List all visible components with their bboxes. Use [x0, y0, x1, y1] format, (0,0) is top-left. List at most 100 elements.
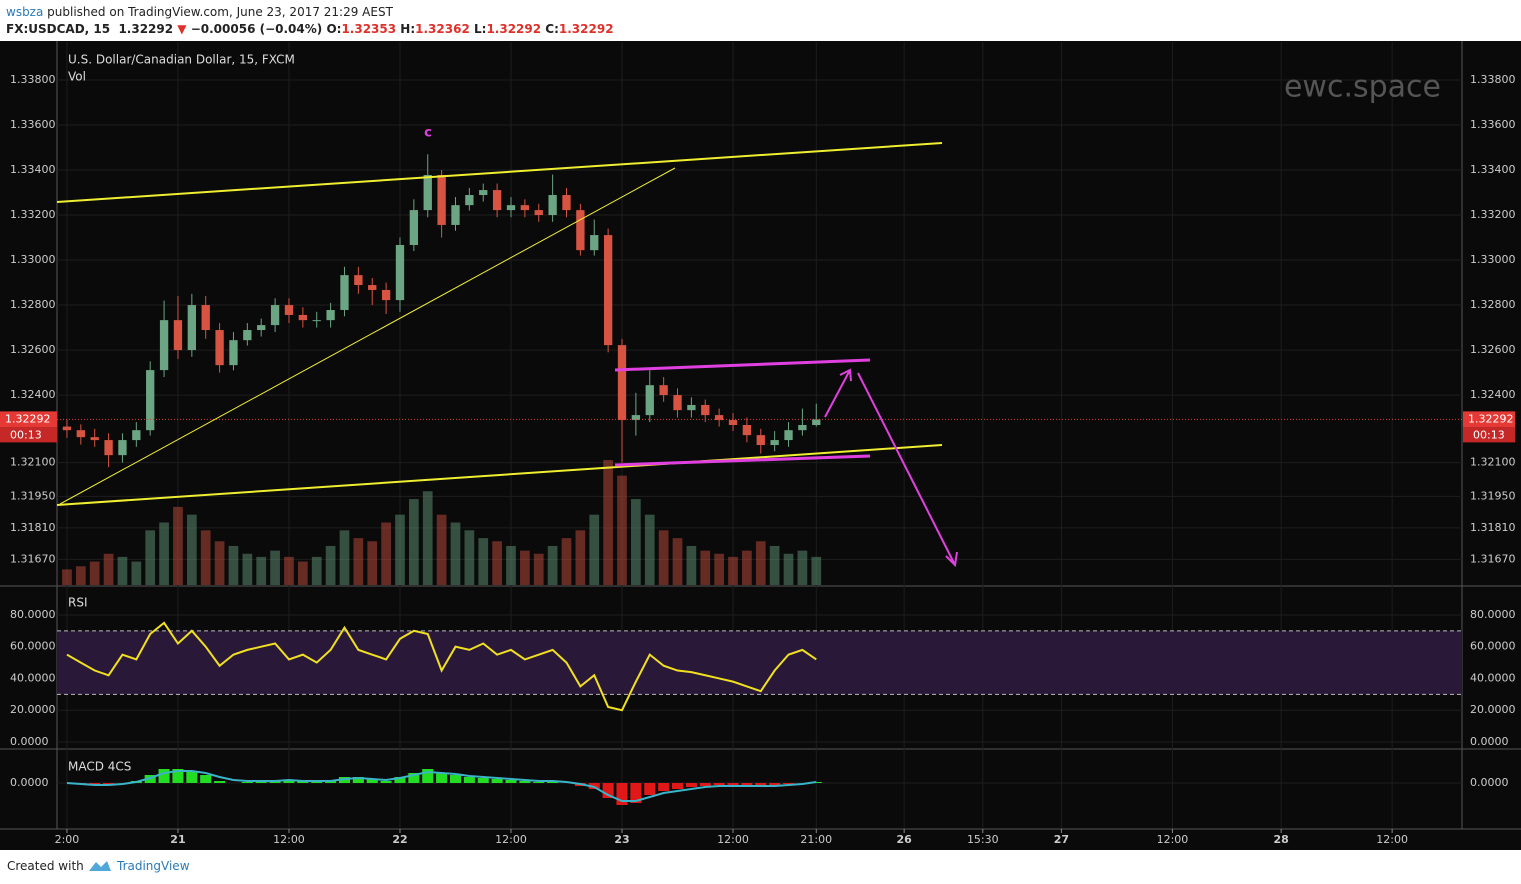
- logo: [89, 861, 111, 871]
- macd-bar: [158, 769, 170, 783]
- x-tick-label: 12:00: [1376, 833, 1408, 846]
- y-tick-label: 0.0000: [1470, 776, 1509, 789]
- y-tick-label: 1.31950: [1470, 489, 1516, 502]
- macd-bar: [172, 769, 184, 783]
- volume-bar: [631, 499, 641, 585]
- candle-body: [146, 370, 155, 431]
- volume-bar: [270, 550, 280, 585]
- volume-bar: [520, 550, 530, 585]
- y-tick-label: 80.0000: [1470, 608, 1516, 621]
- ohlc-label: H:: [400, 22, 416, 36]
- marks: [57, 154, 1462, 805]
- y-tick-label: 1.32100: [1470, 456, 1516, 469]
- pane-title: U.S. Dollar/Canadian Dollar, 15, FXCM: [68, 53, 295, 67]
- macd-bar: [713, 783, 725, 785]
- symbol: FX:USDCAD, 15: [6, 22, 111, 36]
- y-tick-label: 1.33400: [10, 163, 56, 176]
- macd-bar: [463, 777, 475, 783]
- volume-bar: [200, 530, 211, 585]
- volume-bar: [644, 514, 655, 585]
- volume-bar: [728, 556, 738, 585]
- candle-body: [465, 195, 474, 206]
- macd-bar: [769, 783, 781, 785]
- volume-bar: [75, 566, 86, 585]
- x-tick-label: 21: [170, 833, 185, 846]
- x-tick-label: 15:30: [967, 833, 999, 846]
- volume-bar: [422, 491, 433, 585]
- macd-bar: [186, 771, 198, 783]
- candle-body: [229, 340, 238, 366]
- y-tick-label: 20.0000: [10, 703, 56, 716]
- macd-bar: [283, 780, 295, 783]
- x-tick-label: 2:00: [55, 833, 80, 846]
- volume-bar: [173, 506, 183, 585]
- volume-bar: [297, 561, 308, 585]
- pane-title: MACD 4CS: [68, 760, 131, 774]
- y-tick-label: 1.32400: [10, 388, 56, 401]
- rsi-line: [66, 621, 817, 712]
- published: published on TradingView.com, June 23, 2…: [47, 5, 393, 19]
- y-tick-label: 1.33800: [1470, 73, 1516, 86]
- candle-body: [714, 415, 724, 421]
- y-tick-label: 0.0000: [10, 776, 49, 789]
- x-tick-label: 12:00: [273, 833, 305, 846]
- candle-body: [395, 244, 405, 301]
- axes: 2:00 21 12:00 22 12:00 23 12:00 21:00 26 15:30 27 1…: [0, 73, 1516, 846]
- arrow: ▼: [177, 22, 187, 36]
- volume-bar: [672, 538, 683, 585]
- candle-body: [590, 235, 599, 251]
- x-tick-label: 26: [897, 833, 913, 846]
- candle-body: [201, 305, 210, 331]
- ohlc-label: L:: [473, 22, 487, 36]
- candle-body: [520, 205, 530, 211]
- volume-bar: [561, 538, 572, 585]
- y-tick-label: 1.33400: [1470, 163, 1516, 176]
- volume-bar: [381, 522, 391, 585]
- macd-bar: [547, 782, 559, 783]
- volume-bar: [686, 545, 697, 585]
- macd-bar: [394, 777, 406, 783]
- candle-body: [90, 437, 99, 441]
- candle-body: [576, 210, 585, 251]
- last: 1.32292: [118, 22, 174, 36]
- volume-bar: [617, 475, 627, 585]
- volume-bar: [478, 538, 489, 585]
- author[interactable]: wsbza: [6, 5, 44, 19]
- macd-bar: [380, 781, 392, 783]
- macd-bar: [685, 783, 697, 787]
- candle-body: [617, 345, 627, 421]
- volume-bar: [797, 550, 808, 585]
- y-tick-label: 60.0000: [1470, 640, 1516, 653]
- countdown: 00:13: [1473, 428, 1505, 441]
- volume-bar: [242, 553, 253, 585]
- brand[interactable]: TradingView: [117, 859, 190, 873]
- quote-line: FX:USDCAD, 15 1.32292 ▼ −0.00056 (−0.04%…: [6, 22, 614, 36]
- macd-line: [66, 770, 817, 802]
- candle-body: [187, 305, 196, 351]
- macd-bar: [533, 782, 545, 783]
- volume-bar: [395, 514, 405, 585]
- candle-body: [270, 305, 280, 326]
- volume-label: Vol: [68, 70, 86, 84]
- candle-body: [340, 275, 349, 311]
- candle-body: [645, 385, 654, 416]
- price-tag-label: 1.32292: [1468, 412, 1514, 425]
- macd-bar: [491, 779, 503, 783]
- candle-body: [451, 205, 460, 225]
- y-tick-label: 1.33800: [10, 73, 56, 86]
- pane-title: RSI: [68, 596, 88, 610]
- y-tick-label: 1.33600: [10, 118, 56, 131]
- x-tick-label: 28: [1273, 833, 1288, 846]
- y-tick-label: 1.32400: [1470, 388, 1516, 401]
- ohlc-value: 1.32292: [558, 22, 614, 36]
- volume-bar: [117, 556, 128, 585]
- arrow-up: [824, 368, 852, 418]
- candle-body: [284, 305, 294, 315]
- candle-body: [368, 285, 377, 290]
- y-tick-label: 1.33200: [1470, 208, 1516, 221]
- ohlc-value: 1.32353: [341, 22, 397, 36]
- volume-bar: [339, 530, 350, 585]
- volume-bar: [755, 541, 766, 585]
- macd-bar: [505, 780, 517, 783]
- macd-bar: [644, 783, 656, 795]
